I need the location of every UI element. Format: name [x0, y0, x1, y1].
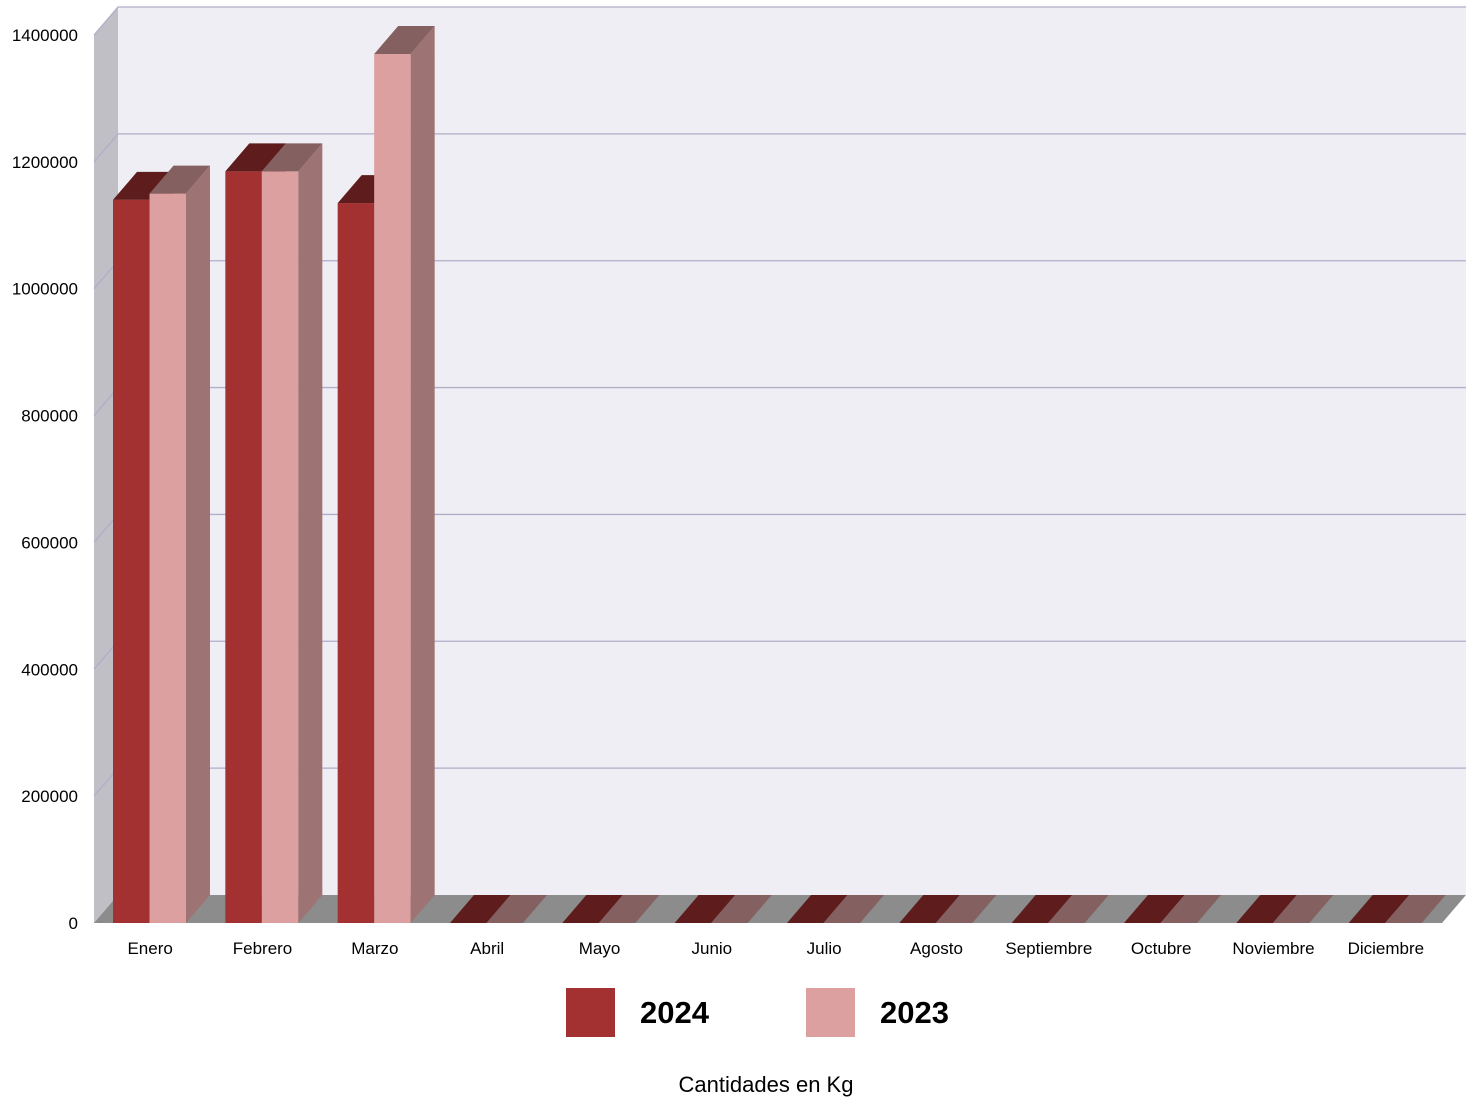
x-axis-ticks: Enero Febrero Marzo Abril Mayo Junio Julio Agos…	[127, 939, 1424, 958]
bar-top	[1236, 895, 1297, 923]
bar-2023-Marzo	[374, 26, 435, 924]
bar-top	[674, 895, 736, 923]
bar-2023-Diciembre	[1385, 895, 1446, 923]
y-tick-label: 1200000	[12, 153, 78, 172]
legend: 2024 2023	[566, 988, 949, 1037]
x-tick-label: Septiembre	[1005, 939, 1092, 958]
bar-2023-Mayo	[598, 895, 660, 923]
back-wall	[118, 7, 1466, 895]
bar-top	[149, 165, 210, 194]
bar-2023-Abril	[486, 895, 547, 923]
bar-front	[113, 199, 150, 923]
legend-label: 2024	[640, 995, 710, 1030]
legend-swatch	[566, 988, 615, 1037]
bar-top	[225, 143, 286, 172]
y-tick-label: 800000	[21, 407, 78, 426]
bar-top	[1272, 895, 1334, 923]
bar-top	[711, 895, 772, 923]
bar-front	[337, 203, 375, 924]
bar-2024-Septiembre	[1011, 895, 1073, 923]
gridline	[93, 133, 1466, 163]
y-tick-label: 600000	[21, 533, 78, 552]
bar-top	[899, 895, 960, 923]
x-tick-label: Febrero	[233, 939, 293, 958]
bar-top	[935, 895, 997, 923]
bar-top	[1385, 895, 1446, 923]
bar-top	[1348, 895, 1410, 923]
bar-2024-Julio	[787, 895, 848, 923]
bar-top	[450, 895, 511, 923]
legend-item-2023: 2023	[806, 988, 949, 1037]
y-tick-label: 0	[69, 914, 78, 933]
bar-top	[562, 895, 623, 923]
bar-side	[186, 165, 210, 924]
bar-side	[410, 26, 435, 924]
legend-label: 2023	[880, 995, 949, 1030]
x-tick-label: Julio	[807, 939, 842, 958]
bar-2024-Abril	[450, 895, 511, 923]
bar-top	[1124, 895, 1185, 923]
y-tick-label: 1400000	[12, 26, 78, 45]
bar-2023-Junio	[711, 895, 772, 923]
bar-2023-Septiembre	[1048, 895, 1109, 923]
bar-2023-Febrero	[261, 143, 323, 923]
x-tick-label: Marzo	[351, 939, 398, 958]
bar-2023-Noviembre	[1272, 895, 1334, 923]
y-tick-label: 200000	[21, 787, 78, 806]
bar-2023-Julio	[823, 895, 884, 923]
bar-2023-Agosto	[935, 895, 997, 923]
x-tick-label: Noviembre	[1232, 939, 1314, 958]
bar-top	[1011, 895, 1073, 923]
bar-front	[374, 54, 411, 924]
bar-2024-Diciembre	[1348, 895, 1410, 923]
bar-top	[598, 895, 660, 923]
bar-top	[1048, 895, 1109, 923]
x-tick-label: Diciembre	[1348, 939, 1425, 958]
y-tick-label: 400000	[21, 660, 78, 679]
x-tick-label: Junio	[692, 939, 733, 958]
bar-top	[787, 895, 848, 923]
bar-front	[261, 171, 299, 923]
bar-2024-Mayo	[562, 895, 623, 923]
bar-top	[261, 143, 323, 172]
bar-front	[225, 171, 262, 923]
bar-2024-Junio	[674, 895, 736, 923]
x-tick-label: Mayo	[579, 939, 621, 958]
bar-top	[113, 171, 174, 200]
x-axis-title: Cantidades en Kg	[679, 1072, 854, 1097]
bar-top	[1160, 895, 1221, 923]
x-tick-label: Agosto	[910, 939, 963, 958]
floor	[94, 895, 1466, 923]
y-axis-ticks: 0 200000 400000 600000 800000 1000000 1200000 1…	[12, 26, 78, 933]
bar-front	[149, 193, 186, 924]
y-tick-label: 1000000	[12, 280, 78, 299]
bars	[113, 26, 1446, 924]
gridline	[93, 6, 1466, 36]
bar-2024-Octubre	[1124, 895, 1185, 923]
x-tick-label: Abril	[470, 939, 504, 958]
bar-top	[374, 26, 435, 55]
bar-2024-Noviembre	[1236, 895, 1297, 923]
bar-2024-Agosto	[899, 895, 960, 923]
x-tick-label: Enero	[127, 939, 172, 958]
bar-2023-Enero	[149, 165, 210, 924]
bar-side	[298, 143, 323, 923]
legend-swatch	[806, 988, 855, 1037]
side-wall	[94, 7, 118, 923]
bar-2023-Octubre	[1160, 895, 1221, 923]
legend-item-2024: 2024	[566, 988, 710, 1037]
bar-top	[823, 895, 884, 923]
x-tick-label: Octubre	[1131, 939, 1191, 958]
bar-top	[486, 895, 547, 923]
chart-walls	[94, 7, 1466, 923]
